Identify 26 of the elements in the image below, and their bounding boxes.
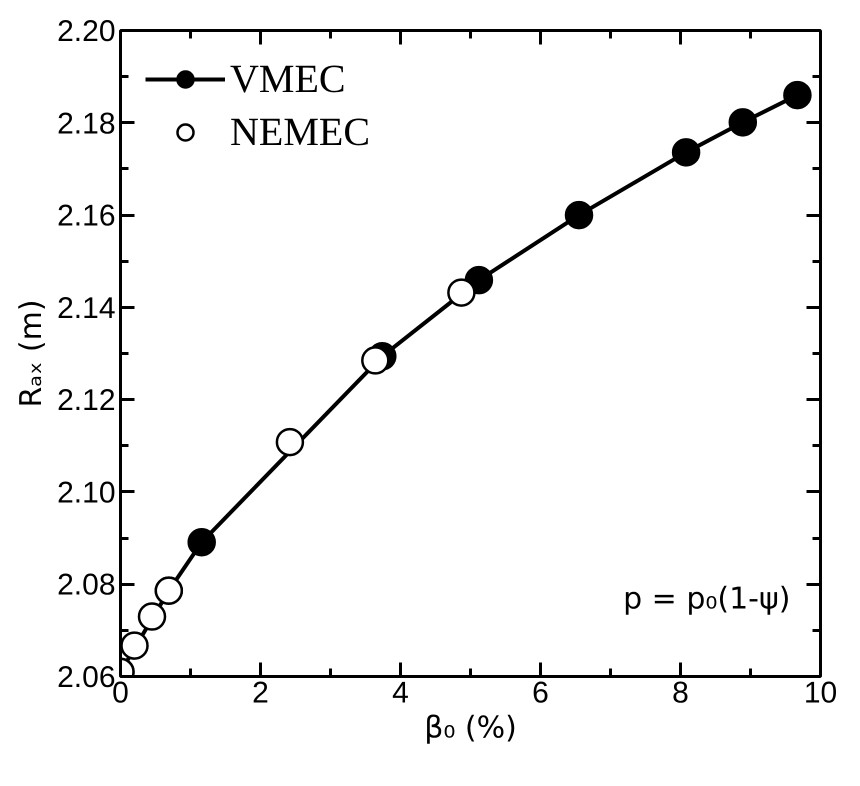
y-tick-label: 2.10 xyxy=(57,476,116,510)
point xyxy=(276,428,304,456)
y-tick-label: 2.12 xyxy=(57,384,116,418)
y-tick-label: 2.20 xyxy=(57,15,116,48)
point xyxy=(120,631,149,660)
annotation: p = p₀(1-ψ) xyxy=(623,582,791,616)
y-tick-label: 2.18 xyxy=(57,107,116,140)
y-tick-label: 2.16 xyxy=(57,200,116,233)
point xyxy=(564,200,594,230)
x-axis-title: β₀ (%) xyxy=(424,710,517,746)
y-tick-label: 2.14 xyxy=(57,292,116,325)
point xyxy=(447,278,476,307)
point xyxy=(728,108,758,137)
point xyxy=(783,80,812,110)
x-tick-label: 10 xyxy=(804,676,838,710)
x-tick-label: 8 xyxy=(672,676,689,710)
y-tick-label: 2.08 xyxy=(57,568,116,602)
point xyxy=(672,138,700,167)
x-tick-label: 4 xyxy=(392,676,409,710)
y-axis-title: Rₐₓ (m) xyxy=(14,299,50,408)
point xyxy=(138,602,166,631)
legend-label: VMEC xyxy=(230,55,346,102)
point xyxy=(187,528,216,556)
x-tick-label: 2 xyxy=(252,676,269,710)
x-tick-label: 6 xyxy=(532,676,549,710)
legend-label: NEMEC xyxy=(230,108,370,155)
